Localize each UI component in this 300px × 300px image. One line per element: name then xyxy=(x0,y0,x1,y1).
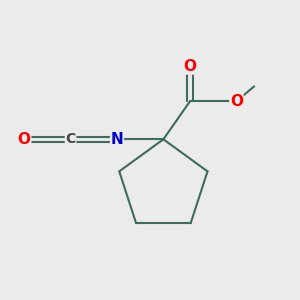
Text: N: N xyxy=(111,132,123,147)
Text: O: O xyxy=(184,59,196,74)
Text: O: O xyxy=(18,132,31,147)
Text: O: O xyxy=(230,94,243,109)
Text: C: C xyxy=(65,132,76,146)
